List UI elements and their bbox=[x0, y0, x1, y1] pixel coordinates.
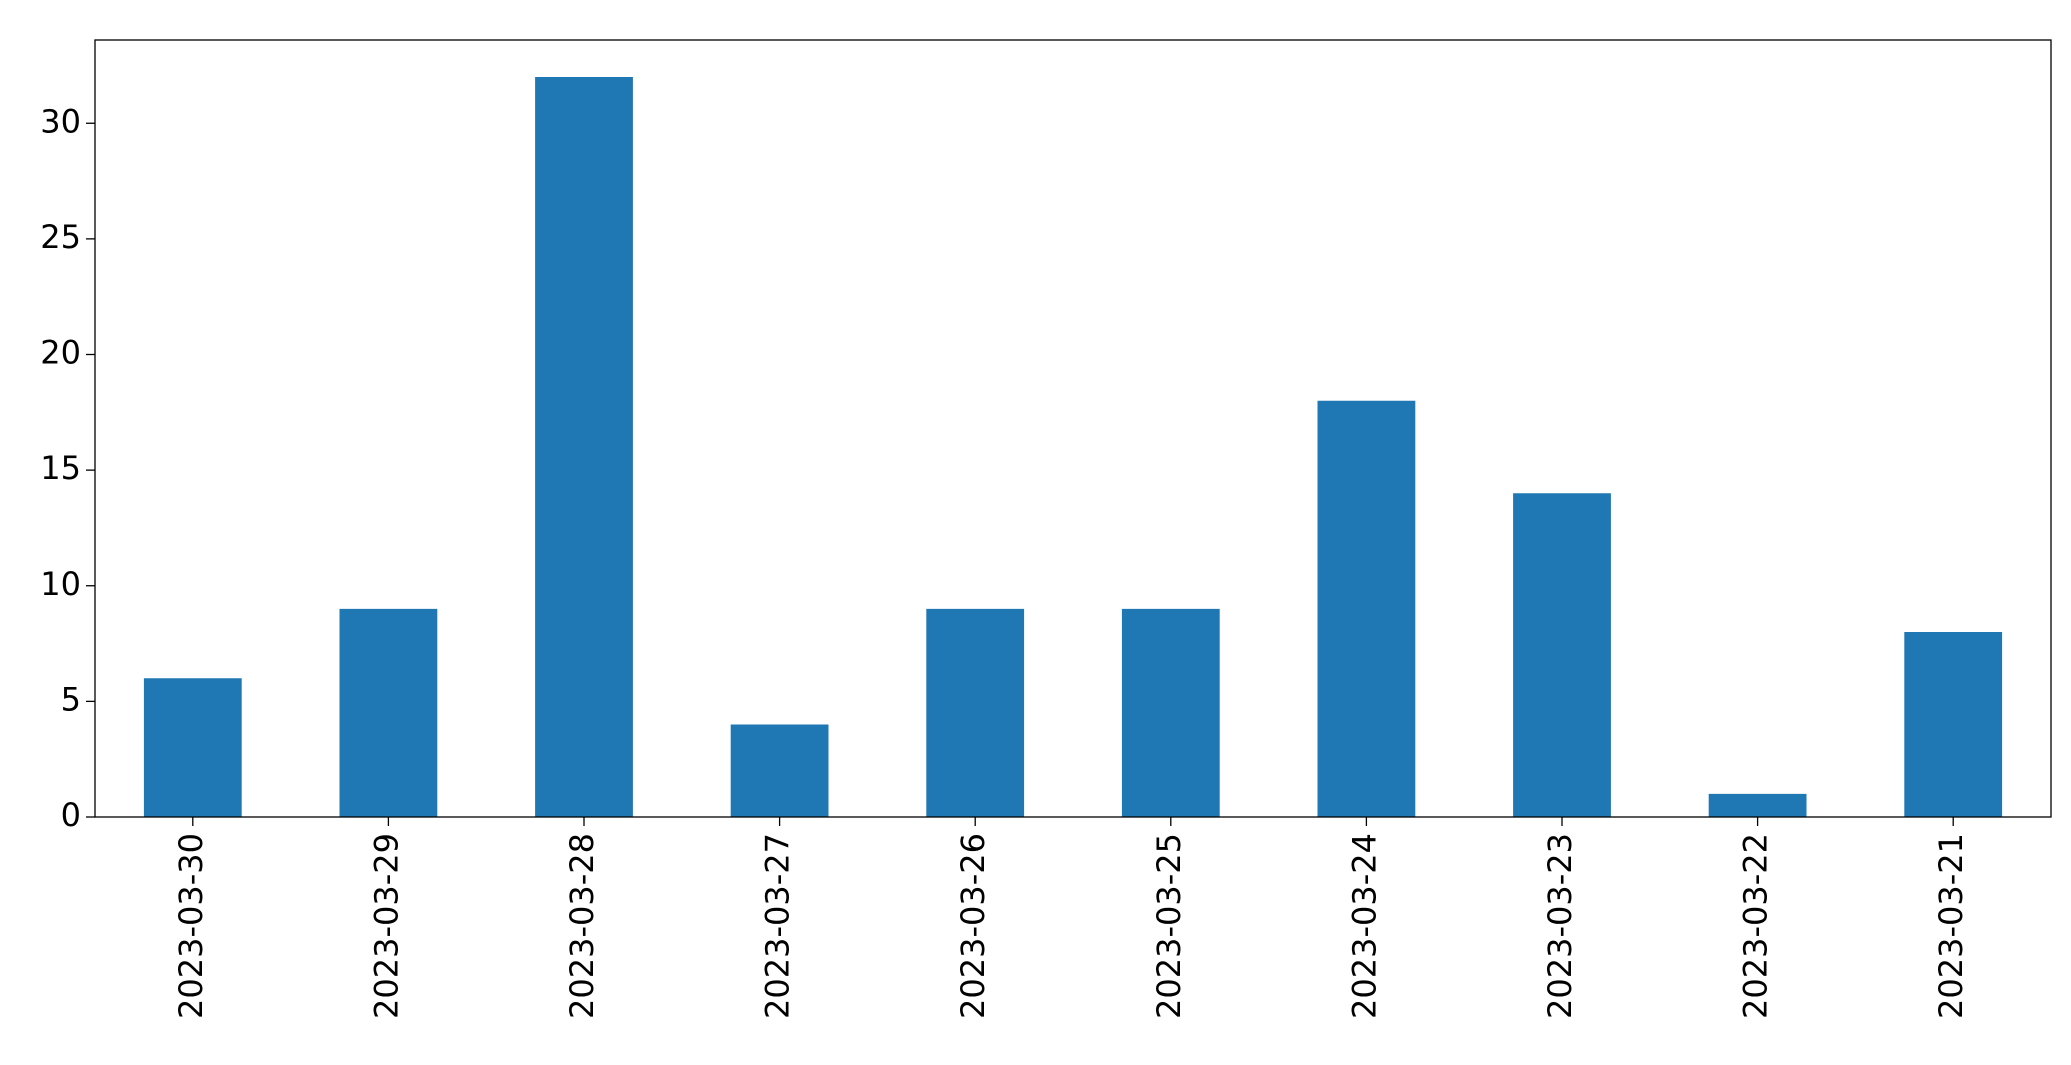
y-tick-label: 0 bbox=[61, 796, 81, 834]
y-tick-label: 25 bbox=[40, 218, 81, 256]
bar bbox=[1904, 632, 2003, 817]
bar bbox=[535, 77, 633, 817]
x-tick-label: 2023-03-28 bbox=[563, 833, 601, 1019]
x-tick-label: 2023-03-22 bbox=[1737, 833, 1775, 1019]
x-tick-label: 2023-03-26 bbox=[954, 833, 992, 1019]
plot-frame bbox=[94, 39, 2052, 818]
bar bbox=[143, 678, 242, 817]
y-tick-label: 5 bbox=[61, 680, 81, 718]
x-tick-label: 2023-03-30 bbox=[172, 833, 210, 1019]
bar bbox=[1317, 400, 1416, 817]
y-tick-label: 30 bbox=[40, 102, 81, 140]
y-tick-label: 20 bbox=[40, 334, 81, 372]
y-tick-label: 15 bbox=[40, 449, 81, 487]
x-tick-label: 2023-03-24 bbox=[1345, 833, 1383, 1019]
bar bbox=[1708, 793, 1807, 817]
bar bbox=[339, 608, 438, 817]
x-tick-label: 2023-03-27 bbox=[759, 833, 797, 1019]
x-tick-label: 2023-03-21 bbox=[1932, 833, 1970, 1019]
y-tick-label: 10 bbox=[40, 565, 81, 603]
x-tick-label: 2023-03-23 bbox=[1541, 833, 1579, 1019]
x-tick-label: 2023-03-29 bbox=[367, 833, 405, 1019]
bar bbox=[730, 724, 829, 817]
bar bbox=[1121, 608, 1220, 817]
bar bbox=[926, 608, 1025, 817]
bar bbox=[1513, 493, 1611, 817]
x-tick-label: 2023-03-25 bbox=[1150, 833, 1188, 1019]
